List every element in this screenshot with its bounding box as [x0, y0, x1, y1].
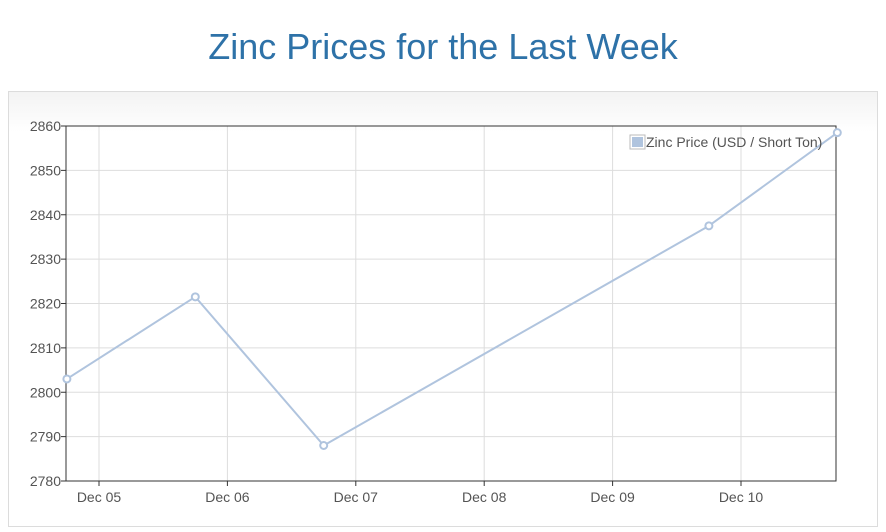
x-tick-label: Dec 05	[77, 489, 122, 505]
data-point[interactable]	[190, 292, 200, 302]
series	[62, 128, 842, 450]
chart-panel	[8, 91, 878, 527]
data-point[interactable]	[62, 374, 72, 384]
data-point[interactable]	[319, 441, 329, 450]
y-tick-label: 2820	[30, 296, 61, 312]
legend-label: Zinc Price (USD / Short Ton)	[646, 134, 822, 150]
x-tick-label: Dec 07	[334, 489, 379, 505]
y-tick-label: 2800	[30, 384, 61, 400]
data-point[interactable]	[704, 221, 714, 231]
y-tick-label: 2850	[30, 162, 61, 178]
legend: Zinc Price (USD / Short Ton)	[629, 134, 822, 150]
y-tick-label: 2830	[30, 251, 61, 267]
x-tick-label: Dec 09	[590, 489, 635, 505]
y-tick-label: 2810	[30, 340, 61, 356]
series-line	[66, 131, 838, 447]
y-tick-label: 2860	[30, 118, 61, 134]
data-point[interactable]	[832, 128, 842, 138]
y-tick-label: 2840	[30, 207, 61, 223]
x-tick-label: Dec 10	[719, 489, 764, 505]
y-tick-label: 2790	[30, 429, 61, 445]
grid	[66, 125, 836, 482]
x-tick-label: Dec 08	[462, 489, 507, 505]
x-tick-label: Dec 06	[205, 489, 250, 505]
legend-swatch	[632, 137, 643, 147]
y-axis: 2780 2790 2800 2810 2820 2830 2840 2850 2860	[30, 118, 66, 489]
y-tick-label: 2780	[30, 473, 61, 489]
x-axis: Dec 05 Dec 06 Dec 07 Dec 08 Dec 09 Dec 10	[77, 481, 764, 505]
page-title: Zinc Prices for the Last Week	[208, 26, 678, 67]
